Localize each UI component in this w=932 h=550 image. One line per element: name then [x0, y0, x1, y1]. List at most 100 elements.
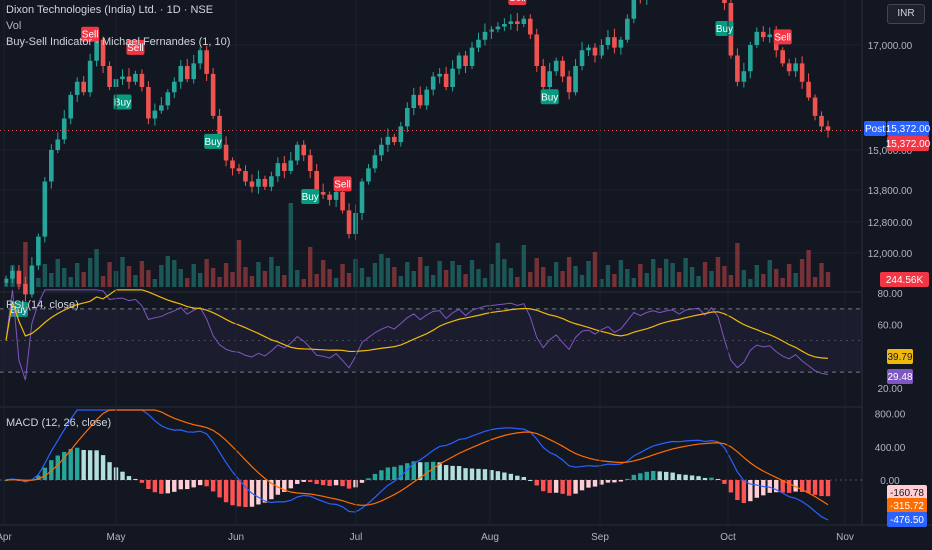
candle-body: [793, 63, 798, 72]
candle-body: [566, 76, 572, 93]
candle-body: [806, 81, 811, 98]
macd-histogram-bar: [55, 455, 60, 480]
candle-body: [411, 94, 417, 108]
volume-bar: [670, 263, 675, 287]
candle-body: [152, 110, 158, 119]
volume-bar: [256, 262, 261, 287]
post-label: Post: [865, 124, 885, 135]
volume-bar: [301, 279, 306, 287]
candle-body: [825, 126, 831, 131]
signal-last-label: -315.72: [890, 501, 924, 512]
buy-signal-label: Buy: [716, 24, 733, 35]
macd-histogram-bar: [605, 480, 611, 483]
candle-body: [3, 278, 9, 283]
volume-bar: [683, 258, 688, 287]
buy-signal-label: Buy: [302, 192, 319, 203]
volume-bar: [152, 279, 158, 287]
candle-body: [36, 236, 41, 266]
macd-histogram-bar: [262, 480, 268, 503]
volume-bar: [418, 257, 423, 287]
macd-histogram-bar: [657, 471, 662, 480]
buy-signal-label-box: [113, 94, 132, 110]
candle-body: [223, 144, 229, 161]
candle-body: [133, 73, 138, 82]
rsi-line: [5, 289, 829, 381]
sell-signal-label: Sell: [774, 32, 791, 43]
macd-histogram-bar: [541, 480, 546, 492]
macd-tick-label: 400.00: [875, 443, 906, 454]
macd-histogram-bar: [715, 478, 721, 480]
volume-bar: [159, 265, 164, 287]
macd-histogram-bar: [754, 480, 760, 498]
candle-body: [49, 150, 54, 182]
volume-bar: [663, 259, 669, 287]
macd-histogram-bar: [482, 469, 488, 480]
macd-histogram-bar: [418, 462, 423, 480]
macd-histogram-bar: [586, 480, 591, 488]
volume-bar: [534, 258, 539, 287]
candle-body: [301, 144, 307, 156]
volume-bar: [521, 245, 526, 287]
volume-bar: [333, 278, 339, 287]
candle-body: [366, 168, 371, 182]
volume-bar: [236, 240, 242, 287]
volume-bar: [560, 271, 565, 287]
volume-bar: [547, 276, 552, 287]
volume-bar: [359, 268, 365, 287]
price-tick-label: 15,000.00: [868, 146, 913, 157]
volume-bar: [308, 247, 313, 287]
candle-body: [521, 18, 527, 24]
macd-histogram-bar: [146, 480, 151, 489]
buy-signal-label-box: [301, 189, 320, 205]
macd-histogram-bar: [223, 480, 229, 503]
volume-bar: [172, 260, 177, 287]
candle-body: [61, 118, 67, 140]
candle-body: [184, 66, 190, 80]
rsi-tick-label: 80.00: [877, 289, 902, 300]
currency-button[interactable]: INR: [887, 4, 925, 24]
rsi-tick-label: 60.00: [877, 321, 902, 332]
signal-last-label-box: [887, 498, 927, 513]
candle-body: [592, 47, 598, 56]
volume-bar: [586, 261, 591, 287]
macd-histogram-bar: [308, 480, 313, 483]
volume-bar: [385, 258, 391, 287]
sell-signal-label: Sell: [334, 179, 351, 190]
candle-body: [379, 144, 384, 156]
candle-body: [482, 31, 488, 40]
macd-histogram-bar: [508, 473, 514, 480]
volume-bar: [702, 262, 708, 287]
candle-body: [799, 63, 805, 82]
volume-bar: [74, 263, 80, 287]
candle-body: [748, 45, 753, 72]
price-tick-label: 17,000.00: [868, 41, 913, 52]
macd-histogram-bar: [799, 480, 805, 492]
candle-body: [282, 163, 287, 171]
volume-bar: [204, 259, 209, 287]
macd-histogram-bar: [631, 474, 637, 480]
macd-histogram-bar: [398, 465, 404, 480]
x-tick-label: Jul: [350, 532, 363, 543]
macd-histogram-bar: [761, 480, 766, 496]
candle-body: [217, 115, 222, 145]
macd-histogram-bar: [288, 480, 293, 489]
candle-body: [430, 76, 436, 90]
x-tick-label: Sep: [591, 532, 609, 543]
macd-histogram-bar: [94, 450, 99, 480]
macd-histogram-bar: [159, 480, 164, 494]
macd-histogram-bar: [210, 480, 216, 492]
candle-body: [618, 39, 624, 48]
macd-histogram-bar: [579, 480, 585, 491]
macd-histogram-bar: [495, 471, 501, 480]
rsi-last-label: 29.48: [887, 372, 912, 383]
macd-histogram-bar: [456, 466, 462, 480]
volume-bar: [825, 272, 831, 287]
macd-histogram-bar: [62, 451, 67, 480]
macd-histogram-bar: [172, 480, 177, 492]
macd-histogram-bar: [295, 480, 300, 484]
candle-body: [314, 171, 319, 192]
candle-body: [74, 81, 80, 95]
candle-body: [534, 34, 540, 66]
volume-bar: [599, 279, 604, 287]
